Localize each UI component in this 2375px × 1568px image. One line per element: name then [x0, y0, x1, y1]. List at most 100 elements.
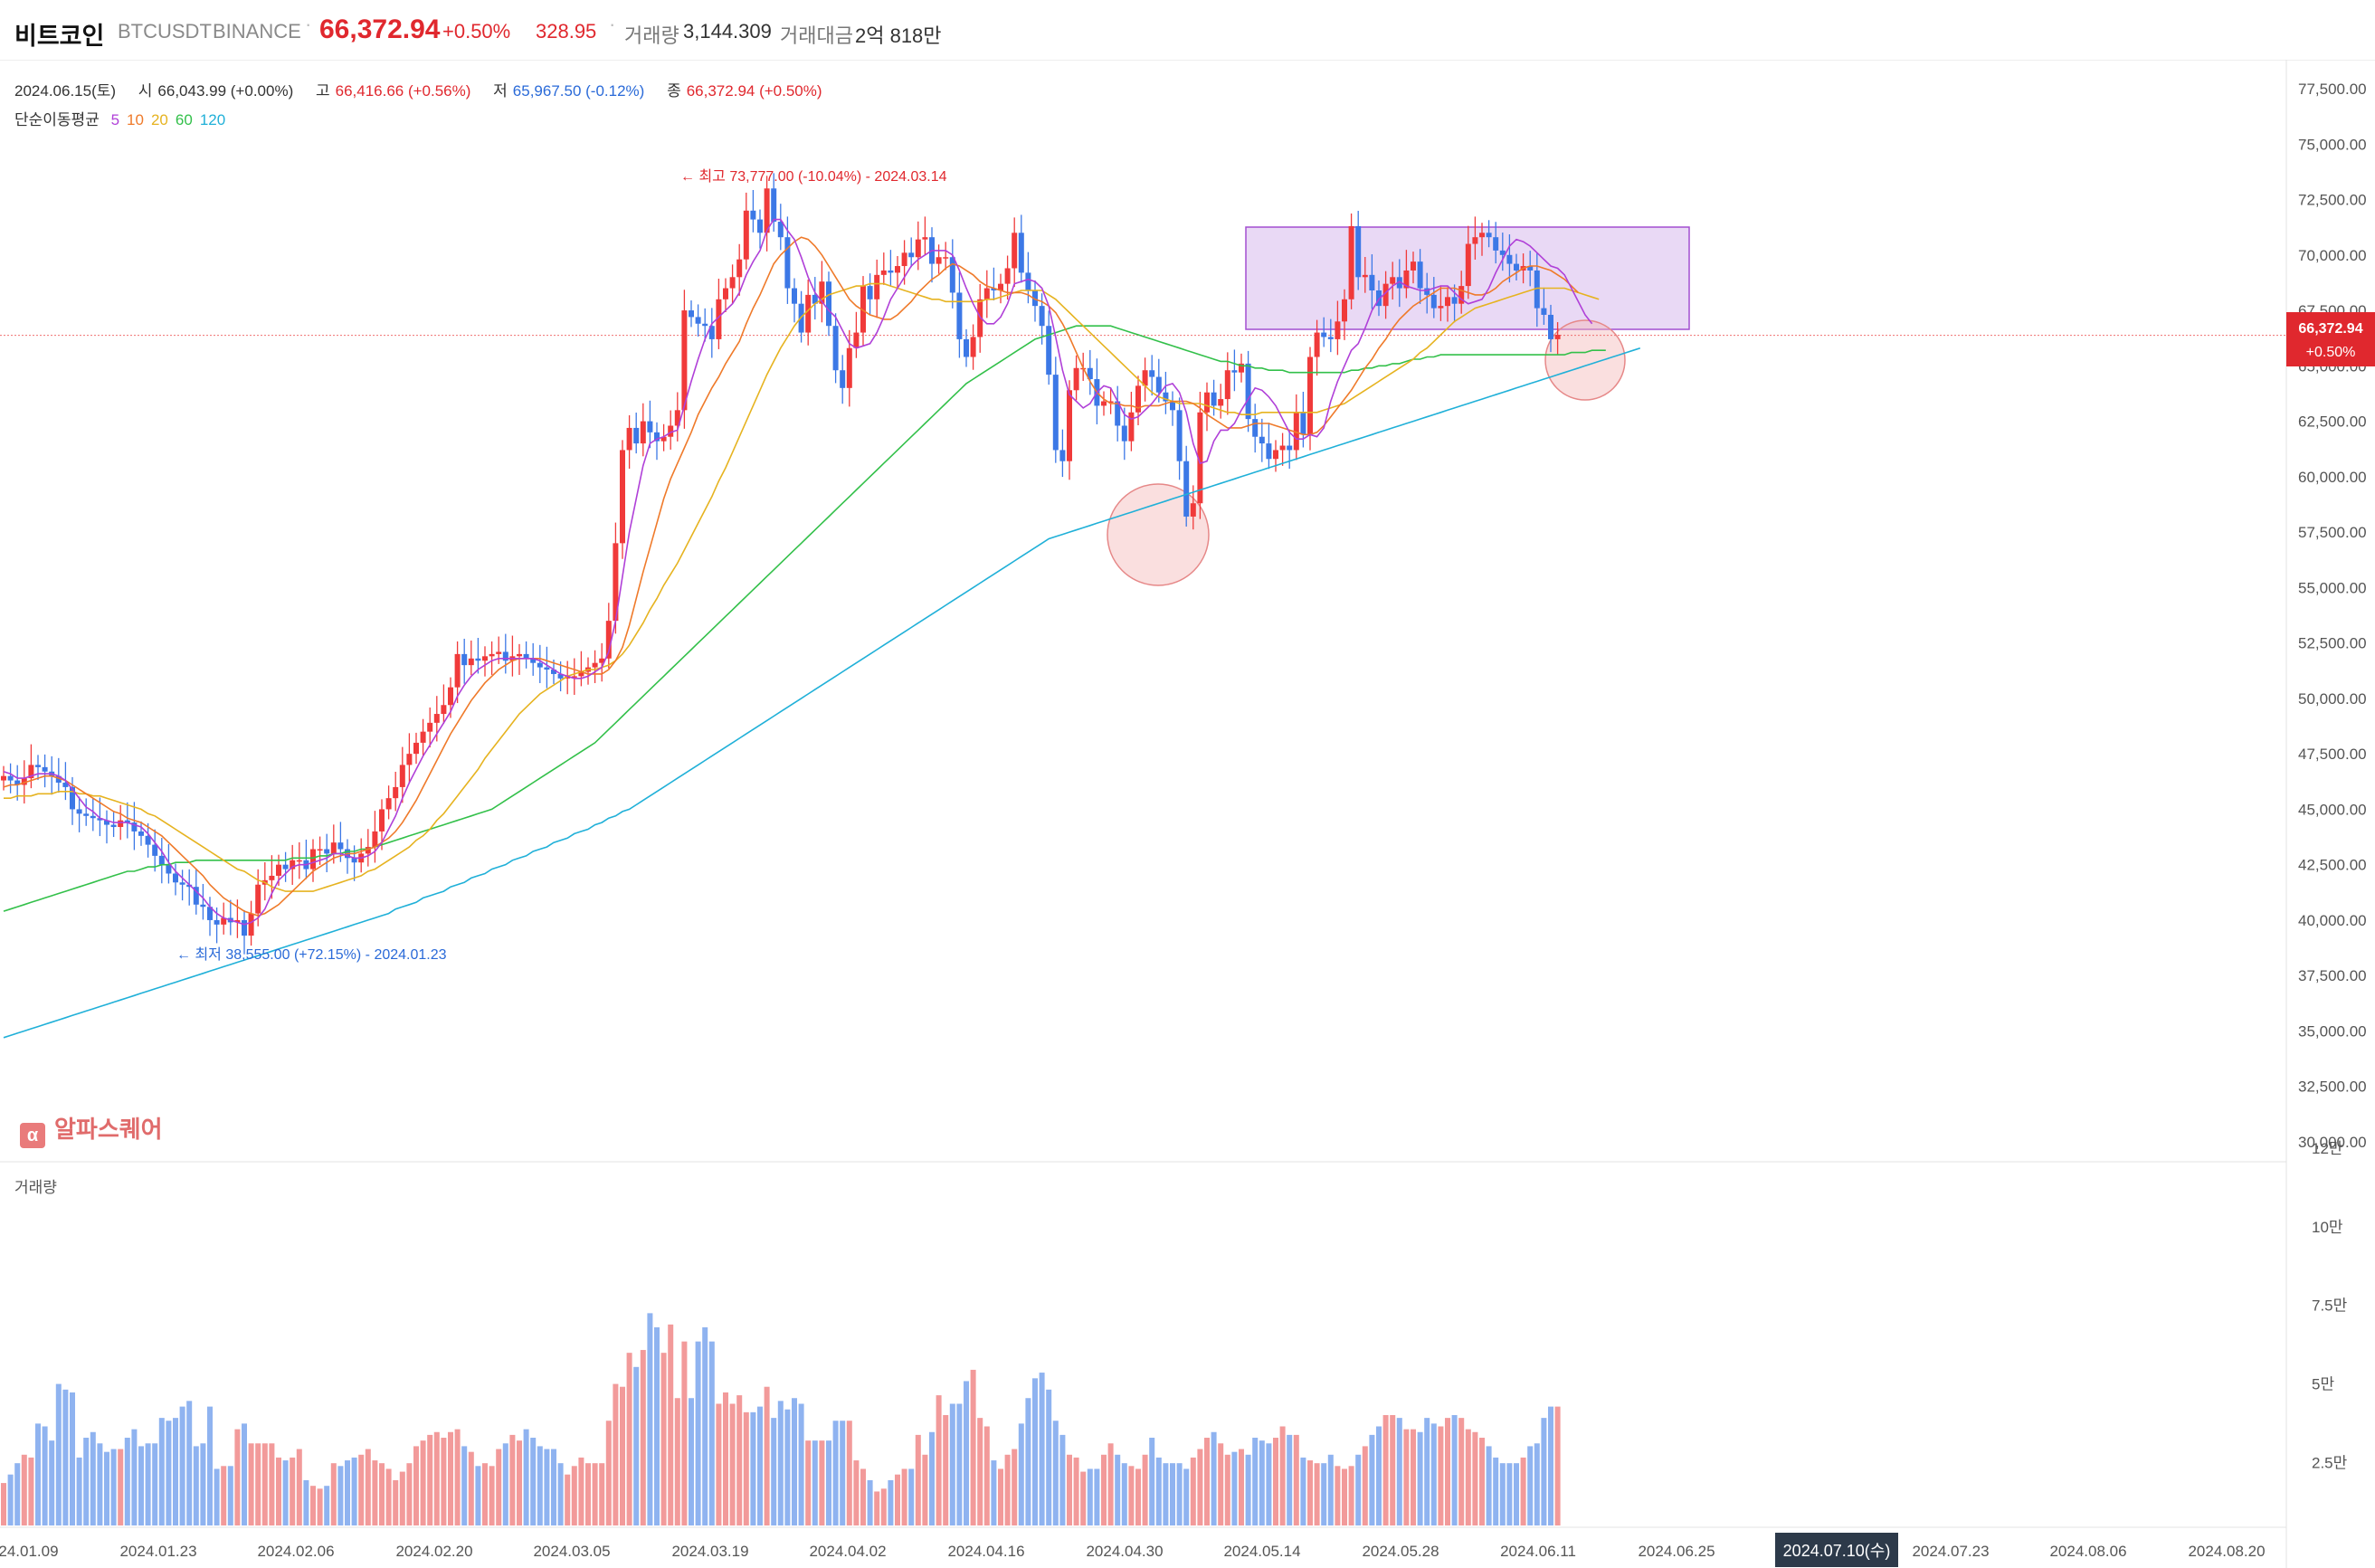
volume-bar: [372, 1460, 378, 1525]
candle: [365, 847, 371, 854]
candle: [1245, 363, 1251, 420]
candle: [846, 347, 852, 388]
x-tick-label: 2024.02.06: [257, 1543, 334, 1560]
volume-bar: [929, 1431, 935, 1525]
volume-tick-label: 7.5만: [2312, 1297, 2348, 1315]
volume-bar: [406, 1463, 413, 1525]
candle: [441, 705, 447, 715]
candle: [977, 299, 983, 337]
candle: [1465, 243, 1471, 287]
volume-bar: [242, 1423, 247, 1525]
candle: [970, 337, 976, 357]
x-tick-label: 2024.08.20: [2188, 1543, 2265, 1560]
candle: [771, 188, 777, 223]
volume-bar: [76, 1457, 82, 1525]
candle: [337, 842, 344, 850]
candle: [70, 786, 75, 810]
candle: [1396, 277, 1402, 289]
candle: [420, 731, 426, 743]
y-tick-label: 70,000.00: [2298, 247, 2367, 264]
volume-bar: [1259, 1440, 1265, 1525]
volume-bar: [433, 1431, 440, 1525]
price-tag-pct: +0.50%: [2306, 345, 2356, 360]
volume-bar: [674, 1398, 680, 1525]
volume-bar: [330, 1463, 337, 1525]
candle: [1355, 225, 1362, 278]
candle: [998, 283, 1003, 290]
volume-bar: [1417, 1431, 1423, 1525]
volume-bar: [1438, 1426, 1444, 1525]
candle: [812, 294, 818, 304]
candle: [269, 875, 275, 880]
candle: [1362, 274, 1368, 278]
candle: [310, 849, 316, 870]
candle: [14, 780, 21, 785]
volume-bar: [977, 1418, 983, 1525]
candle: [1176, 410, 1183, 461]
ma-period-20: 20: [150, 111, 168, 128]
volume-bar: [248, 1443, 254, 1525]
candle: [330, 842, 337, 854]
candle: [867, 286, 873, 299]
volume-bar: [750, 1411, 756, 1525]
ma10-line: [3, 236, 1579, 917]
candle: [777, 222, 784, 238]
candle: [290, 860, 296, 870]
volume-bar: [654, 1327, 660, 1525]
coin-name[interactable]: 비트코인: [14, 23, 105, 50]
candle: [895, 266, 900, 273]
ma-legend[interactable]: 단순이동평균 5 10 20 60 120: [14, 107, 251, 129]
candle: [76, 809, 82, 814]
candle: [689, 310, 694, 318]
volume-bar: [475, 1466, 481, 1525]
y-tick-label: 35,000.00: [2298, 1022, 2367, 1040]
volume-bar: [1307, 1460, 1313, 1525]
x-tick-label: 2024.01.09: [0, 1543, 59, 1560]
volume-bar: [166, 1421, 172, 1525]
watermark-text: 알파스퀘어: [54, 1116, 163, 1143]
candle: [1335, 321, 1341, 339]
volume-bar: [214, 1468, 220, 1525]
high-label: 고: [315, 82, 330, 100]
candle: [1486, 233, 1492, 238]
candle: [1376, 290, 1382, 307]
volume-bar: [1211, 1431, 1217, 1525]
volume-bar: [784, 1409, 791, 1525]
volume-bar: [819, 1440, 825, 1525]
candle: [743, 210, 749, 260]
volume-bar: [640, 1350, 646, 1525]
volume-bar: [1163, 1463, 1169, 1525]
candle: [1287, 445, 1293, 451]
candle: [55, 775, 62, 784]
volume-bar: [138, 1446, 144, 1525]
volume-bar: [729, 1403, 736, 1525]
volume-bar: [1245, 1454, 1251, 1525]
volume-bar: [695, 1341, 701, 1525]
volume-bar: [14, 1463, 21, 1525]
x-tick-label: 2024.05.28: [1362, 1543, 1439, 1560]
volume-bar: [1170, 1463, 1175, 1525]
ma-legend-label: 단순이동평균: [14, 111, 100, 128]
volume-bar: [207, 1406, 213, 1525]
volume-bar: [7, 1474, 14, 1525]
volume-bar: [1514, 1463, 1519, 1525]
volume-bar: [605, 1421, 612, 1525]
volume-bar: [565, 1474, 571, 1525]
volume-bar: [1218, 1443, 1224, 1525]
volume-value: 3,144.309: [683, 20, 772, 43]
volume-bar: [351, 1457, 357, 1525]
volume-bar: [1183, 1468, 1190, 1525]
candle: [413, 742, 419, 755]
volume-bar: [792, 1398, 797, 1525]
candle: [1073, 367, 1079, 391]
highlight-circle: [1107, 483, 1210, 586]
volume-bar: [290, 1457, 296, 1525]
candle: [860, 286, 866, 333]
volume-bar: [1506, 1463, 1513, 1525]
candle: [901, 252, 907, 267]
candle: [145, 835, 151, 845]
candle: [489, 653, 495, 657]
candle: [276, 864, 281, 876]
candle: [1046, 326, 1052, 375]
